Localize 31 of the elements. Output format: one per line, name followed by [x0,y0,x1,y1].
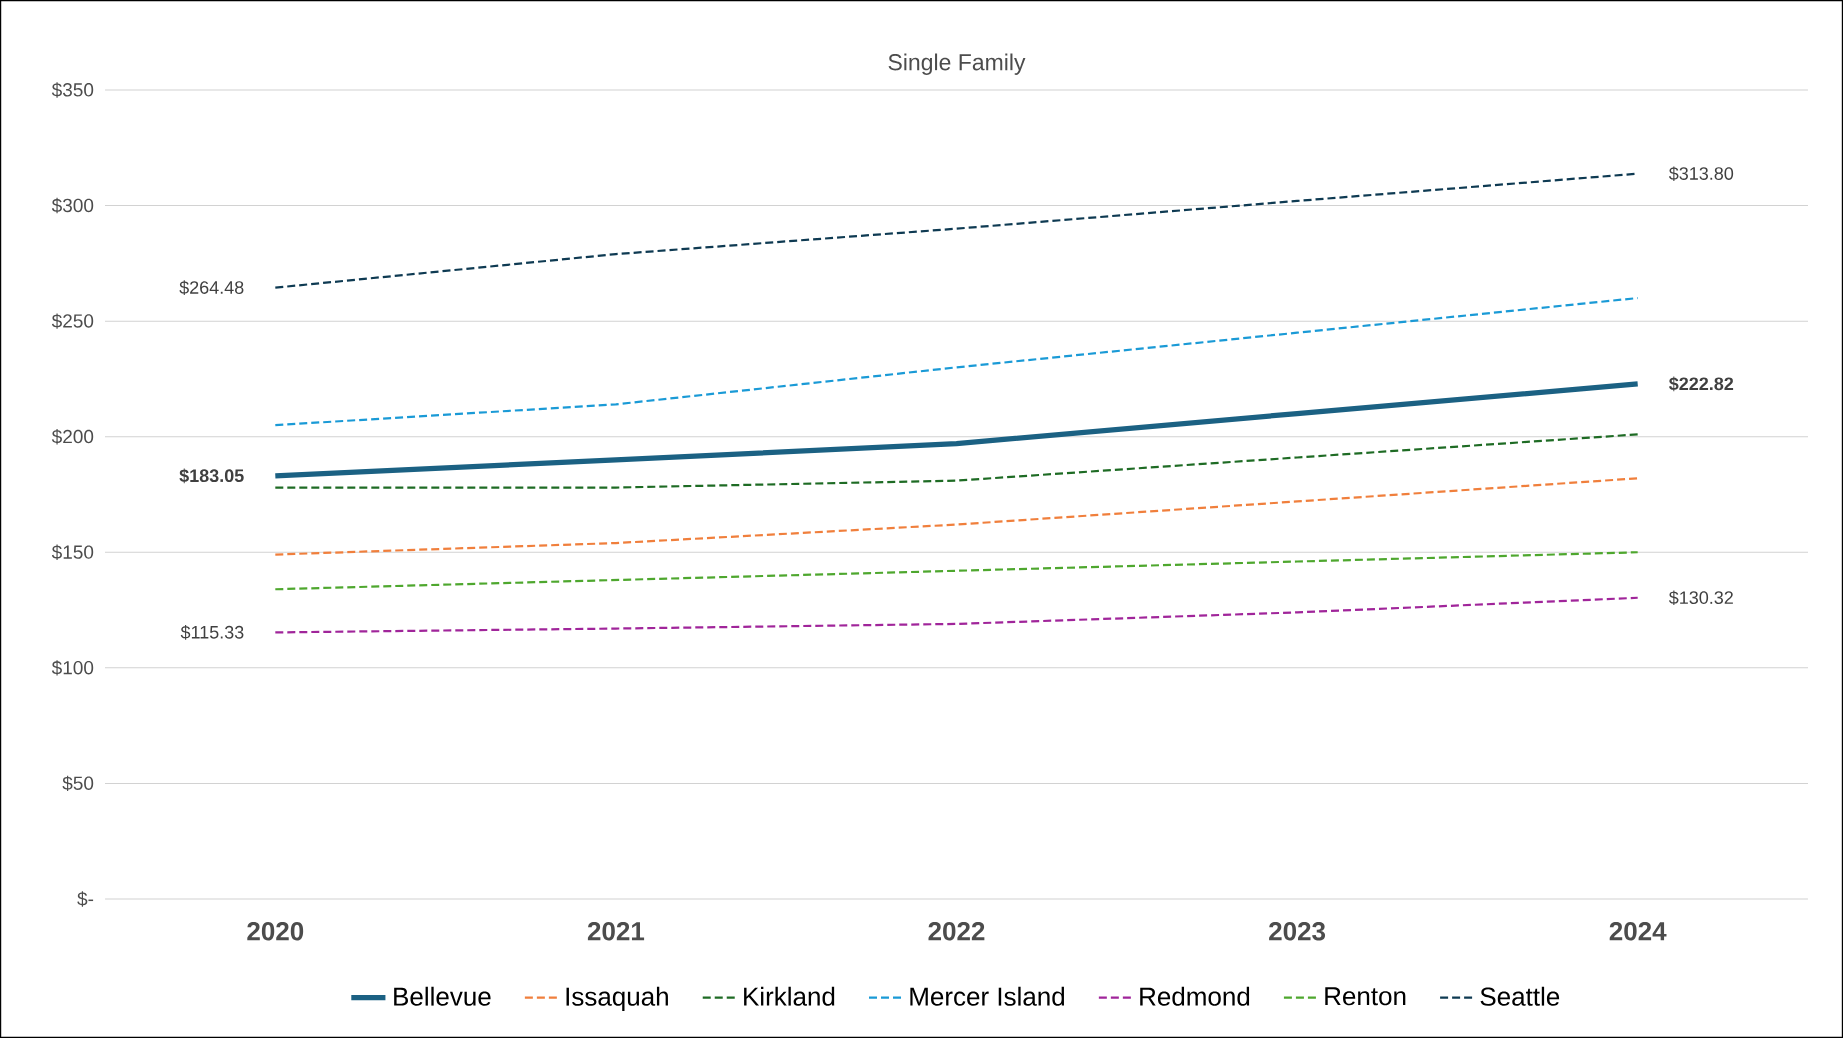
data-label: $264.48 [179,280,244,295]
legend-label: Issaquah [566,986,668,1011]
x-tick-label: 2022 [928,922,985,941]
legend-label: Seattle [1480,986,1560,1006]
y-tick-label: $150 [51,544,94,560]
data-label: $222.82 [1669,376,1734,392]
y-tick-label: $100 [51,660,94,676]
line-series [274,296,1639,427]
legend-label: Kirkland [744,986,835,1006]
x-tick-label: 2023 [1269,922,1326,941]
y-tick-label: $200 [51,429,94,445]
line-series [274,477,1639,556]
line-series [274,433,1639,489]
legend-label: Mercer Island [910,986,1065,1006]
data-label: $130.32 [1668,590,1733,606]
data-label: $313.80 [1668,166,1734,181]
legend-label: Bellevue [394,986,491,1006]
y-tick-label: $350 [51,82,94,98]
y-tick-label: $- [77,891,94,907]
legend-label: Redmond [1140,986,1250,1006]
chart-title: Single Family [888,53,1026,75]
x-tick-label: 2021 [587,922,645,941]
x-tick-label: 2024 [1609,922,1667,941]
x-tick-label: 2020 [247,922,304,941]
data-label: $115.33 [180,625,244,640]
y-tick-label: $300 [51,197,94,214]
line-series [274,596,1639,634]
y-tick-label: $50 [62,775,94,792]
legend-label: Renton [1325,987,1406,1006]
data-label: $183.05 [179,468,244,484]
y-tick-label: $250 [51,313,94,329]
